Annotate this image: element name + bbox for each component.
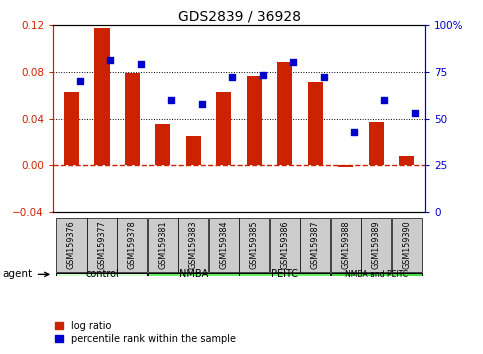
Text: agent: agent	[3, 269, 49, 279]
Bar	[94, 28, 110, 165]
Bar	[331, 218, 361, 272]
Bar	[399, 156, 414, 165]
Text: GSM159385: GSM159385	[250, 221, 259, 269]
Bar	[155, 125, 170, 165]
Bar	[369, 122, 384, 165]
Text: GSM159386: GSM159386	[280, 221, 289, 269]
Point	[228, 74, 236, 80]
Text: GSM159384: GSM159384	[219, 221, 228, 269]
Point	[411, 110, 419, 116]
Bar	[239, 273, 330, 276]
Point	[289, 59, 297, 65]
Point	[137, 61, 144, 67]
Bar	[239, 218, 270, 272]
Point	[320, 74, 327, 80]
Bar	[392, 218, 422, 272]
Bar	[331, 273, 422, 276]
Bar	[64, 92, 79, 165]
Bar	[247, 76, 262, 165]
Bar	[361, 218, 391, 272]
Text: GSM159388: GSM159388	[341, 221, 350, 269]
Point	[198, 101, 205, 107]
Bar	[178, 218, 209, 272]
Bar	[148, 273, 239, 276]
Title: GDS2839 / 36928: GDS2839 / 36928	[178, 10, 300, 24]
Text: GSM159378: GSM159378	[128, 221, 137, 269]
Bar	[277, 62, 292, 165]
Point	[381, 97, 388, 103]
Point	[167, 97, 175, 103]
Text: GSM159381: GSM159381	[158, 221, 168, 269]
Text: NMBA and PEITC: NMBA and PEITC	[345, 270, 408, 279]
Bar	[338, 165, 354, 167]
Bar	[57, 273, 147, 276]
Bar	[216, 92, 231, 165]
Text: GSM159387: GSM159387	[311, 221, 320, 269]
Bar	[308, 82, 323, 165]
Bar	[117, 218, 147, 272]
Text: PEITC: PEITC	[271, 269, 298, 279]
Bar	[87, 218, 117, 272]
Text: NMBA: NMBA	[179, 269, 208, 279]
Point	[350, 129, 358, 135]
Bar	[209, 218, 239, 272]
Point	[106, 58, 114, 63]
Text: GSM159376: GSM159376	[67, 221, 76, 269]
Point	[259, 73, 267, 78]
Legend: log ratio, percentile rank within the sample: log ratio, percentile rank within the sa…	[53, 319, 238, 346]
Text: GSM159389: GSM159389	[372, 221, 381, 269]
Text: GSM159377: GSM159377	[98, 221, 106, 269]
Text: control: control	[85, 269, 119, 279]
Bar	[186, 136, 201, 165]
Bar	[270, 218, 300, 272]
Text: GSM159390: GSM159390	[402, 221, 411, 269]
Bar	[300, 218, 330, 272]
Point	[76, 78, 84, 84]
Bar	[148, 218, 178, 272]
Bar	[125, 73, 140, 165]
Bar	[57, 218, 86, 272]
Text: GSM159383: GSM159383	[189, 221, 198, 269]
